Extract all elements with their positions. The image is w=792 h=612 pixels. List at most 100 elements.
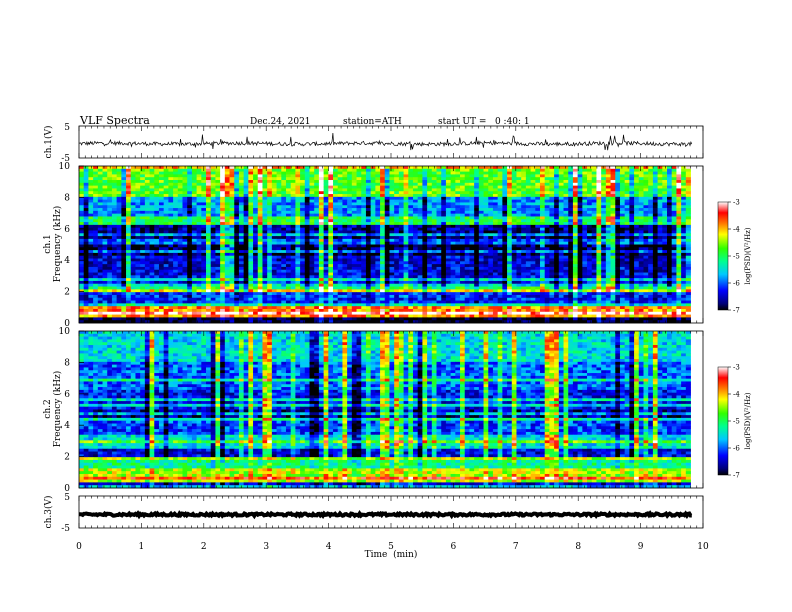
spectrogram-cell [596,230,602,234]
spectrogram-cell [657,264,663,268]
spectrogram-cell [676,166,682,170]
spectrogram-cell [243,194,249,198]
spectrogram-cell [135,188,141,192]
spectrogram-cell [582,213,588,217]
spectrogram-cell [671,269,677,273]
spectrogram-cell [516,210,522,215]
spectrogram-cell [224,216,230,220]
spectrogram-cell [634,266,640,271]
spectrogram-cell [681,171,687,175]
spectrogram-cell [88,210,94,215]
spectrogram-cell [370,241,376,245]
spectrogram-cell [243,168,249,172]
spectrogram-cell [676,269,682,273]
spectrogram-cell [610,222,616,226]
spectrogram-cell [229,216,235,220]
spectrogram-cell [300,255,306,259]
spectrogram-cell [187,171,193,175]
spectrogram-cell [568,266,574,271]
spectrogram-cell [497,166,503,170]
spectrogram-cell [210,255,216,259]
spectrogram-cell [144,233,150,237]
spectrogram-cell [243,255,249,259]
spectrogram-cell [107,247,113,251]
spectrogram-cell [182,266,188,271]
spectrogram-cell [234,269,240,273]
spectrogram-cell [572,233,579,237]
spectrogram-cell [285,205,292,209]
spectrogram-cell [582,264,588,268]
spectrogram-cell [309,252,315,257]
spectrogram-cell [356,216,362,220]
spectrogram-cell [563,199,569,203]
spectrogram-cell [365,269,372,273]
spectrogram-cell [643,205,649,209]
spectrogram-cell [483,222,489,226]
spectrogram-cell [168,168,174,172]
spectrogram-cell [121,213,127,217]
spectrogram-cell [309,185,315,189]
spectrogram-cell [83,168,89,172]
spectrogram-cell [182,255,188,259]
spectrogram-cell [196,219,202,223]
spectrogram-cell [314,205,320,209]
spectrogram-cell [403,222,409,226]
spectrogram-cell [333,205,339,209]
spectrogram-cell [652,202,658,206]
spectrogram-cell [643,166,649,170]
spectrogram-cell [304,258,310,262]
spectrogram-cell [455,166,461,170]
spectrogram-cell [389,168,395,172]
spectrogram-cell [474,241,480,245]
spectrogram-cell [497,233,503,237]
spectrogram-cell [469,191,475,195]
spectrogram-cell [436,180,442,184]
spectrogram-cell [375,199,381,203]
spectrogram-cell [210,266,216,271]
spectrogram-cell [605,261,611,265]
spectrogram-cell [441,264,447,268]
spectrogram-cell [300,199,306,203]
spectrogram-cell [182,199,188,203]
spectrogram-cell [516,180,522,184]
spectrogram-cell [300,180,306,184]
spectrogram-cell [102,224,108,229]
spectrogram-cell [474,222,480,226]
spectrogram-cell [502,261,508,265]
spectrogram-cell [667,255,673,259]
spectrogram-cell [502,174,508,178]
spectrogram-cell [300,210,306,215]
spectrogram-cell [441,180,447,184]
spectrogram-cell [144,210,150,215]
spectrogram-cell [427,247,433,251]
spectrogram-cell [140,238,146,243]
spectrogram-cell [483,205,489,209]
spectrogram-cell [163,168,169,172]
spectrogram-cell [187,244,193,248]
spectrogram-cell [525,258,531,262]
spectrogram-cell [215,247,221,251]
spectrogram-cell [333,241,339,245]
spectrogram-cell [624,191,630,195]
spectrogram-cell [79,188,85,192]
spectrogram-cell [163,247,169,251]
spectrogram-cell [549,250,555,254]
spectrogram-cell [450,196,456,201]
spectrogram-cell [431,208,437,212]
spectrogram-cell [276,216,282,220]
spectrogram-cell [309,244,315,248]
spectrogram-cell [177,219,183,223]
spectrogram-cell [427,208,433,212]
spectrogram-cell [347,269,353,273]
spectrogram-cell [271,236,277,240]
spectrogram-cell [163,171,169,175]
spectrogram-cell [285,166,292,170]
spectrogram-cell [648,222,654,226]
spectrogram-cell [121,252,127,257]
spectrogram-cell [201,224,207,229]
spectrogram-cell [525,213,531,217]
spectrogram-cell [460,196,466,201]
spectrogram-cell [525,255,531,259]
spectrogram-cell [460,205,466,209]
spectrogram-cell [210,182,216,187]
